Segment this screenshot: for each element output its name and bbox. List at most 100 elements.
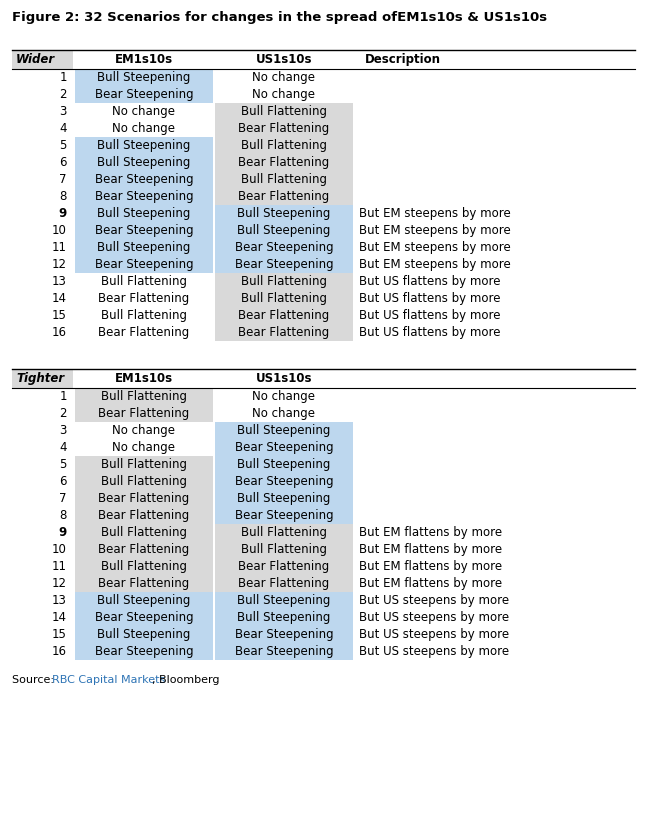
Bar <box>215 256 353 273</box>
Text: Bear Steepening: Bear Steepening <box>235 509 333 522</box>
Text: Bear Flattening: Bear Flattening <box>238 122 330 135</box>
Text: 1: 1 <box>60 71 67 84</box>
Text: Bull Steepening: Bull Steepening <box>237 207 330 220</box>
Bar <box>75 473 213 490</box>
Bar <box>215 307 353 324</box>
Text: Bull Steepening: Bull Steepening <box>237 492 330 505</box>
Text: Bear Steepening: Bear Steepening <box>235 475 333 488</box>
Bar <box>215 290 353 307</box>
Text: Figure 2: 32 Scenarios for changes in the spread ofEM1s10s & US1s10s: Figure 2: 32 Scenarios for changes in th… <box>12 11 547 25</box>
Bar <box>215 643 353 660</box>
Text: 13: 13 <box>52 594 67 607</box>
Text: But EM steepens by more: But EM steepens by more <box>359 241 511 254</box>
Bar <box>75 490 213 507</box>
Text: But US flattens by more: But US flattens by more <box>359 309 500 322</box>
Text: Bull Flattening: Bull Flattening <box>241 105 327 118</box>
Bar <box>75 626 213 643</box>
Bar <box>215 541 353 558</box>
Text: Bear Flattening: Bear Flattening <box>98 577 190 590</box>
Bar <box>75 86 213 103</box>
Text: Bear Flattening: Bear Flattening <box>98 326 190 339</box>
Text: Bull Flattening: Bull Flattening <box>241 139 327 152</box>
Text: No change: No change <box>113 122 176 135</box>
Text: 15: 15 <box>52 628 67 641</box>
Text: But US flattens by more: But US flattens by more <box>359 326 500 339</box>
Text: Bear Flattening: Bear Flattening <box>98 292 190 305</box>
Text: RBC Capital Markets: RBC Capital Markets <box>52 675 165 685</box>
Text: Bull Flattening: Bull Flattening <box>241 543 327 556</box>
Bar <box>75 524 213 541</box>
Text: Bull Steepening: Bull Steepening <box>97 594 191 607</box>
Text: Bear Flattening: Bear Flattening <box>238 156 330 169</box>
Text: 8: 8 <box>60 190 67 203</box>
Bar <box>75 456 213 473</box>
Text: 16: 16 <box>52 326 67 339</box>
Text: 10: 10 <box>52 224 67 237</box>
Text: Bull Flattening: Bull Flattening <box>101 560 187 573</box>
Bar <box>75 507 213 524</box>
Bar <box>75 405 213 422</box>
Text: 16: 16 <box>52 645 67 658</box>
Text: 8: 8 <box>60 509 67 522</box>
Bar <box>215 239 353 256</box>
Text: Bull Steepening: Bull Steepening <box>237 611 330 624</box>
Bar <box>75 205 213 222</box>
Text: But US steepens by more: But US steepens by more <box>359 645 509 658</box>
Text: 15: 15 <box>52 309 67 322</box>
Bar <box>215 273 353 290</box>
Bar <box>215 490 353 507</box>
Bar <box>75 188 213 205</box>
Bar <box>75 154 213 171</box>
Bar <box>215 524 353 541</box>
Bar <box>75 69 213 86</box>
Text: 6: 6 <box>60 156 67 169</box>
Bar <box>215 507 353 524</box>
Bar <box>215 154 353 171</box>
Bar <box>75 558 213 575</box>
Text: Bull Steepening: Bull Steepening <box>237 458 330 471</box>
Bar <box>75 575 213 592</box>
Text: But US steepens by more: But US steepens by more <box>359 611 509 624</box>
Text: No change: No change <box>113 441 176 454</box>
Bar <box>215 558 353 575</box>
Text: EM1s10s: EM1s10s <box>115 53 173 66</box>
Text: Bear Steepening: Bear Steepening <box>235 628 333 641</box>
Text: US1s10s: US1s10s <box>256 372 312 385</box>
Text: Bull Flattening: Bull Flattening <box>241 173 327 186</box>
Text: Bull Flattening: Bull Flattening <box>241 526 327 539</box>
Text: 12: 12 <box>52 577 67 590</box>
Bar <box>75 239 213 256</box>
Bar <box>215 575 353 592</box>
Text: 1: 1 <box>60 390 67 403</box>
Text: Bull Flattening: Bull Flattening <box>101 526 187 539</box>
Text: Bear Steepening: Bear Steepening <box>95 224 193 237</box>
Text: Wider: Wider <box>16 53 55 66</box>
Bar <box>215 222 353 239</box>
Text: Bear Flattening: Bear Flattening <box>238 326 330 339</box>
Text: But EM flattens by more: But EM flattens by more <box>359 577 502 590</box>
Text: But US steepens by more: But US steepens by more <box>359 628 509 641</box>
Text: 4: 4 <box>60 122 67 135</box>
Bar <box>75 256 213 273</box>
Text: 7: 7 <box>60 173 67 186</box>
Text: 12: 12 <box>52 258 67 271</box>
Text: But EM steepens by more: But EM steepens by more <box>359 207 511 220</box>
Text: No change: No change <box>113 424 176 437</box>
Text: 2: 2 <box>60 88 67 101</box>
Text: Bear Flattening: Bear Flattening <box>98 407 190 420</box>
Text: 5: 5 <box>60 458 67 471</box>
Text: No change: No change <box>253 407 316 420</box>
Bar <box>215 473 353 490</box>
Text: But EM flattens by more: But EM flattens by more <box>359 543 502 556</box>
Bar <box>75 222 213 239</box>
Bar <box>215 439 353 456</box>
Text: Bear Flattening: Bear Flattening <box>98 492 190 505</box>
Text: 14: 14 <box>52 292 67 305</box>
Text: 7: 7 <box>60 492 67 505</box>
Text: But EM flattens by more: But EM flattens by more <box>359 560 502 573</box>
Bar <box>215 592 353 609</box>
Text: Bear Flattening: Bear Flattening <box>238 577 330 590</box>
Text: Source:: Source: <box>12 675 58 685</box>
Text: Bear Flattening: Bear Flattening <box>238 560 330 573</box>
Text: But EM steepens by more: But EM steepens by more <box>359 258 511 271</box>
